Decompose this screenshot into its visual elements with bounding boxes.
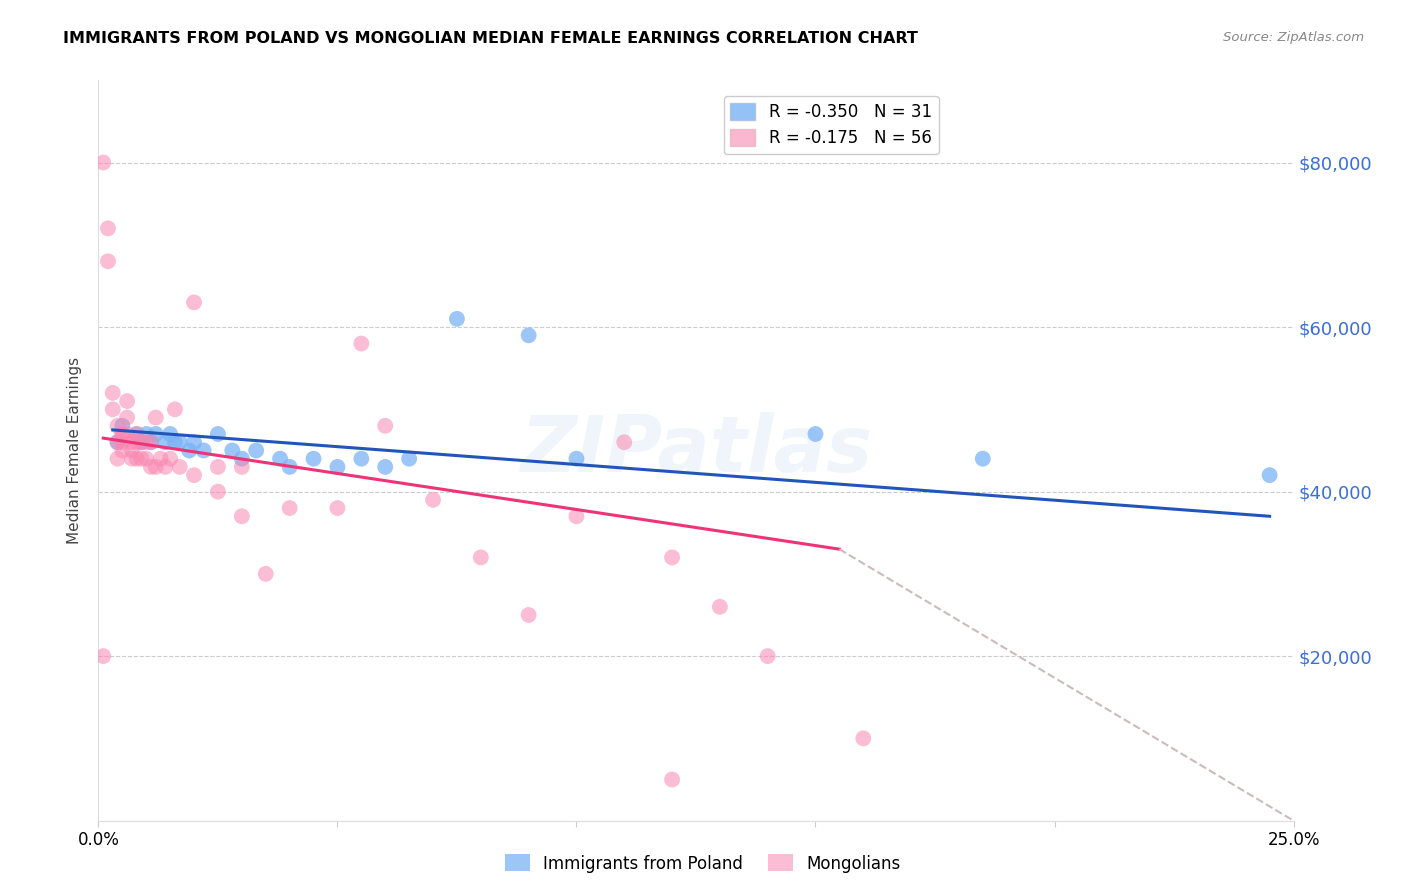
Point bbox=[852, 731, 875, 746]
Point bbox=[1258, 468, 1281, 483]
Point bbox=[101, 402, 124, 417]
Point bbox=[183, 435, 205, 450]
Point bbox=[398, 451, 420, 466]
Point bbox=[159, 451, 181, 466]
Point bbox=[207, 427, 229, 442]
Point bbox=[121, 435, 143, 450]
Point bbox=[350, 336, 373, 351]
Point bbox=[91, 155, 114, 169]
Point bbox=[111, 418, 134, 433]
Point bbox=[155, 459, 177, 474]
Point bbox=[231, 459, 253, 474]
Point bbox=[326, 501, 349, 516]
Point bbox=[470, 550, 492, 565]
Point bbox=[254, 566, 277, 581]
Point bbox=[163, 402, 186, 417]
Point bbox=[661, 550, 683, 565]
Point bbox=[231, 509, 253, 524]
Point bbox=[422, 492, 444, 507]
Point bbox=[756, 649, 779, 664]
Point bbox=[111, 443, 134, 458]
Point bbox=[121, 451, 143, 466]
Point bbox=[125, 435, 148, 450]
Point bbox=[155, 435, 177, 450]
Point bbox=[145, 459, 167, 474]
Point bbox=[131, 435, 153, 450]
Point bbox=[111, 435, 134, 450]
Point bbox=[193, 443, 215, 458]
Point bbox=[374, 459, 396, 474]
Point bbox=[374, 418, 396, 433]
Point bbox=[111, 427, 134, 442]
Point bbox=[91, 649, 114, 664]
Text: ZIPatlas: ZIPatlas bbox=[520, 412, 872, 489]
Point bbox=[145, 427, 167, 442]
Point bbox=[565, 451, 588, 466]
Point bbox=[121, 443, 143, 458]
Point bbox=[135, 427, 157, 442]
Point bbox=[972, 451, 994, 466]
Point bbox=[107, 451, 129, 466]
Point bbox=[183, 468, 205, 483]
Point bbox=[207, 459, 229, 474]
Point bbox=[135, 435, 157, 450]
Point bbox=[115, 427, 138, 442]
Point bbox=[149, 451, 172, 466]
Point bbox=[145, 410, 167, 425]
Point bbox=[207, 484, 229, 499]
Point bbox=[169, 435, 191, 450]
Point bbox=[350, 451, 373, 466]
Point bbox=[613, 435, 636, 450]
Legend: R = -0.350   N = 31, R = -0.175   N = 56: R = -0.350 N = 31, R = -0.175 N = 56 bbox=[724, 96, 939, 154]
Point bbox=[131, 435, 153, 450]
Point bbox=[125, 427, 148, 442]
Point bbox=[107, 418, 129, 433]
Point bbox=[107, 435, 129, 450]
Point bbox=[517, 607, 540, 622]
Point bbox=[139, 435, 162, 450]
Point bbox=[565, 509, 588, 524]
Point bbox=[169, 459, 191, 474]
Point bbox=[139, 435, 162, 450]
Point bbox=[97, 254, 120, 268]
Point bbox=[111, 427, 134, 442]
Point bbox=[231, 451, 253, 466]
Point bbox=[125, 427, 148, 442]
Point bbox=[131, 451, 153, 466]
Point bbox=[135, 451, 157, 466]
Point bbox=[221, 443, 243, 458]
Point bbox=[245, 443, 267, 458]
Point bbox=[101, 385, 124, 400]
Y-axis label: Median Female Earnings: Median Female Earnings bbox=[67, 357, 83, 544]
Text: Source: ZipAtlas.com: Source: ZipAtlas.com bbox=[1223, 31, 1364, 45]
Text: IMMIGRANTS FROM POLAND VS MONGOLIAN MEDIAN FEMALE EARNINGS CORRELATION CHART: IMMIGRANTS FROM POLAND VS MONGOLIAN MEDI… bbox=[63, 31, 918, 46]
Point bbox=[125, 451, 148, 466]
Point bbox=[804, 427, 827, 442]
Point bbox=[517, 328, 540, 343]
Point bbox=[179, 443, 201, 458]
Point bbox=[139, 459, 162, 474]
Point bbox=[97, 221, 120, 235]
Point bbox=[115, 410, 138, 425]
Point bbox=[115, 394, 138, 409]
Point bbox=[159, 427, 181, 442]
Point bbox=[278, 459, 301, 474]
Point bbox=[326, 459, 349, 474]
Point bbox=[163, 435, 186, 450]
Legend: Immigrants from Poland, Mongolians: Immigrants from Poland, Mongolians bbox=[499, 847, 907, 880]
Point bbox=[446, 311, 468, 326]
Point bbox=[661, 772, 683, 787]
Point bbox=[183, 295, 205, 310]
Point bbox=[302, 451, 325, 466]
Point bbox=[107, 435, 129, 450]
Point bbox=[278, 501, 301, 516]
Point bbox=[269, 451, 291, 466]
Point bbox=[709, 599, 731, 614]
